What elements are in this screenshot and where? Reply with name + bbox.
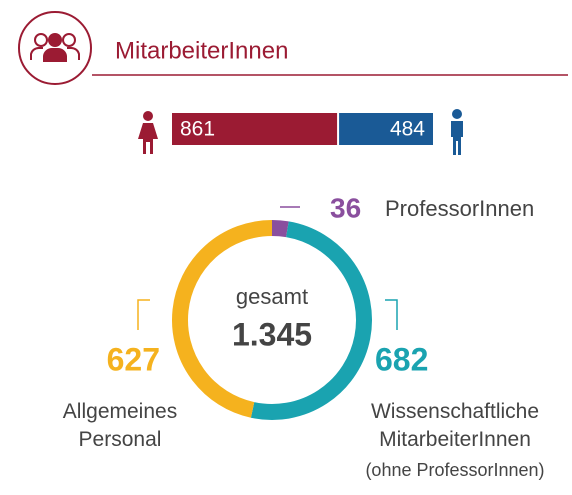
donut-segment	[172, 220, 273, 418]
annotation: (ohne ProfessorInnen)	[365, 460, 545, 480]
category-label: Allgemeines Personal	[62, 400, 178, 451]
title: MitarbeiterInnen	[115, 37, 288, 64]
people-icon	[30, 33, 80, 60]
center-label: gesamt	[236, 284, 308, 309]
people-icon-center	[48, 33, 62, 47]
category-label: Wissenschaftliche MitarbeiterInnen	[370, 400, 540, 451]
bar-value-label: 484	[390, 118, 425, 141]
donut-segment	[250, 221, 372, 420]
female-icon	[138, 111, 158, 154]
total: 1.345	[232, 316, 312, 352]
bar-segment	[172, 113, 338, 145]
bar-value-label: 861	[180, 118, 215, 141]
leader-lines	[137, 206, 398, 330]
value-label: 36	[330, 192, 361, 223]
people-icon-body	[43, 47, 67, 62]
donut-segment	[271, 220, 289, 238]
category-label: ProfessorInnen	[385, 196, 534, 221]
male-icon	[451, 109, 463, 155]
value-label: 682	[375, 341, 428, 377]
value-label: 627	[107, 341, 160, 377]
icon-circle	[18, 11, 92, 85]
bar-segment	[339, 113, 433, 145]
